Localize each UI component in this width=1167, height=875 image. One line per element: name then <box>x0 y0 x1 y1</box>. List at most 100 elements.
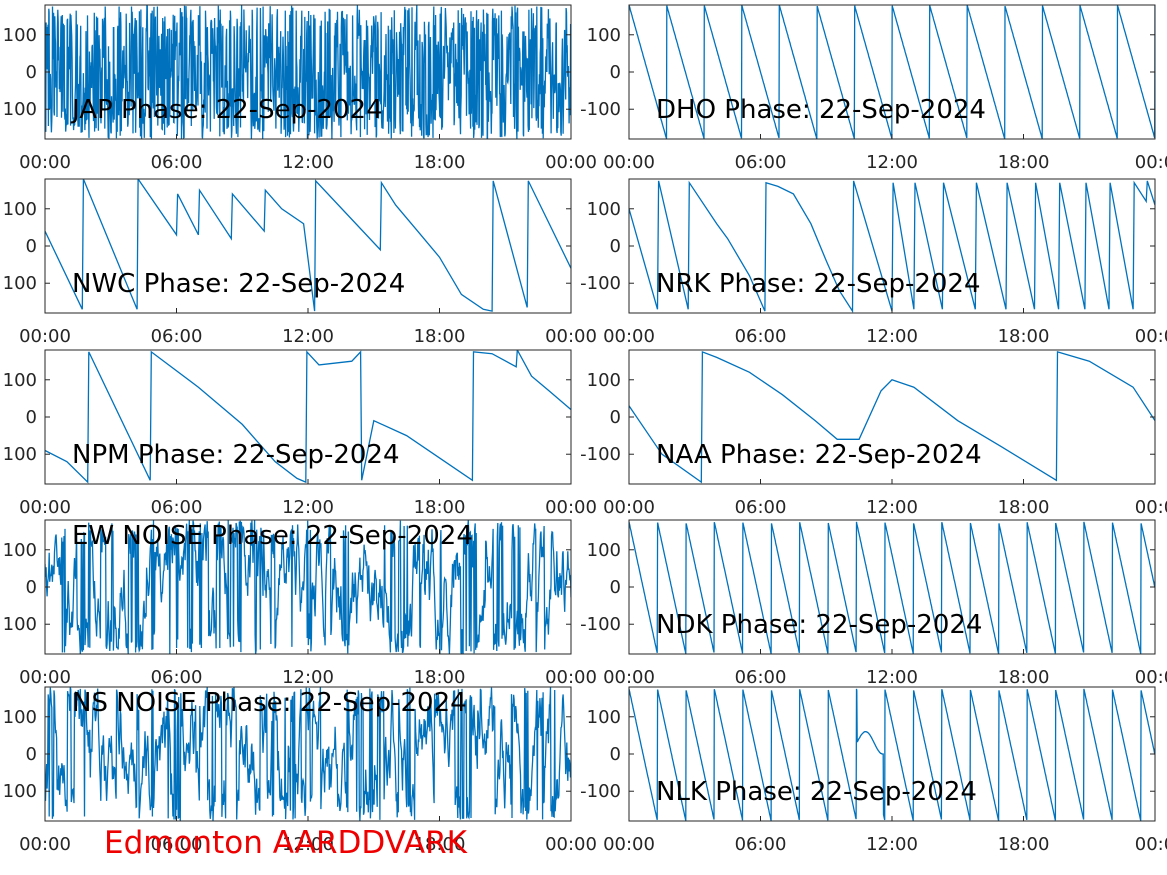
subplot-title: EW NOISE Phase: 22-Sep-2024 <box>72 521 473 551</box>
y-tick-label: 100 <box>3 444 37 465</box>
subplot-10: 100 0 -100 00:00 06:00 12:00 18:00 00:0 NLK Phas… <box>580 686 1167 855</box>
subplot-title: NRK Phase: 22-Sep-2024 <box>656 269 981 299</box>
x-tick-label: 00:00 <box>19 834 71 855</box>
plot-area <box>629 687 1155 821</box>
subplot-8: 100 0 -100 00:00 06:00 12:00 18:00 00:0 NDK Phas… <box>580 519 1167 688</box>
phase-series-line <box>45 179 571 312</box>
phase-series-line <box>45 350 571 484</box>
subplot-title: NPM Phase: 22-Sep-2024 <box>72 440 400 470</box>
x-tick-label: 00:0 <box>1135 834 1167 855</box>
x-tick-label: 00:00 <box>603 326 655 347</box>
x-tick-label: 00:00 <box>545 667 597 688</box>
x-tick-label: 00:00 <box>19 152 71 173</box>
y-tick-label: 0 <box>610 407 621 428</box>
subplot-5: 100 0 100 00:00 06:00 12:00 18:00 00:00 NPM Phas… <box>3 349 597 518</box>
y-tick-label: 100 <box>3 370 37 391</box>
x-tick-label: 06:00 <box>151 667 203 688</box>
subplot-6: 100 0 -100 00:00 06:00 12:00 18:00 00:0 NAA Phas… <box>580 349 1167 518</box>
x-tick-label: 06:00 <box>151 326 203 347</box>
x-tick-label: 12:00 <box>866 834 918 855</box>
y-tick-label: -100 <box>580 614 621 635</box>
phase-series-line <box>45 520 571 654</box>
x-tick-label: 12:00 <box>866 667 918 688</box>
phase-series-line <box>629 5 1155 139</box>
x-tick-label: 18:00 <box>414 834 466 855</box>
plot-area <box>629 350 1155 484</box>
y-tick-label: 0 <box>26 62 37 83</box>
x-tick-label: 18:00 <box>998 152 1050 173</box>
phase-series-line <box>45 5 571 139</box>
subplot-3: 100 0 100 00:00 06:00 12:00 18:00 00:00 NWC Phas… <box>3 178 597 347</box>
y-tick-label: 100 <box>3 199 37 220</box>
y-tick-label: -100 <box>580 273 621 294</box>
x-tick-label: 06:00 <box>151 152 203 173</box>
x-tick-label: 06:00 <box>735 667 787 688</box>
x-tick-label: 00:00 <box>545 326 597 347</box>
y-tick-label: 100 <box>3 273 37 294</box>
x-tick-label: 18:00 <box>414 326 466 347</box>
x-tick-label: 12:00 <box>866 497 918 518</box>
station-caption: Edmonton AARDDVARK <box>104 825 468 861</box>
y-tick-label: 0 <box>26 744 37 765</box>
y-tick-label: 100 <box>587 707 621 728</box>
y-tick-label: 100 <box>587 199 621 220</box>
x-tick-label: 00:00 <box>603 497 655 518</box>
x-tick-label: 12:00 <box>866 326 918 347</box>
phase-series-line <box>629 521 1155 654</box>
x-tick-label: 12:00 <box>282 152 334 173</box>
x-tick-label: 18:00 <box>414 667 466 688</box>
x-tick-label: 06:00 <box>151 497 203 518</box>
subplot-title: NDK Phase: 22-Sep-2024 <box>656 610 982 640</box>
x-tick-label: 00:00 <box>19 497 71 518</box>
x-tick-label: 06:00 <box>735 834 787 855</box>
y-tick-label: -100 <box>580 444 621 465</box>
subplot-9: 100 0 100 00:00 06:00 12:00 18:00 00:00 NS NOISE… <box>3 686 597 855</box>
x-tick-label: 00:00 <box>603 667 655 688</box>
x-tick-label: 18:00 <box>998 497 1050 518</box>
subplot-2: 100 0 -100 00:00 06:00 12:00 18:00 00:0 DHO Phas… <box>580 4 1167 173</box>
y-tick-label: 0 <box>610 236 621 257</box>
x-tick-label: 18:00 <box>998 667 1050 688</box>
subplot-title: JAP Phase: 22-Sep-2024 <box>70 95 383 125</box>
x-tick-label: 12:00 <box>282 667 334 688</box>
subplot-7: 100 0 100 00:00 06:00 12:00 18:00 00:00 EW NOISE… <box>3 519 597 688</box>
x-tick-label: 12:00 <box>282 497 334 518</box>
subplot-title: NLK Phase: 22-Sep-2024 <box>656 777 977 807</box>
x-tick-label: 00:00 <box>603 152 655 173</box>
subplot-title: DHO Phase: 22-Sep-2024 <box>656 95 986 125</box>
x-tick-label: 00:00 <box>603 834 655 855</box>
x-tick-label: 06:00 <box>735 497 787 518</box>
x-tick-label: 12:00 <box>282 326 334 347</box>
y-tick-label: 0 <box>26 236 37 257</box>
x-tick-label: 00:0 <box>1135 326 1167 347</box>
x-tick-label: 18:00 <box>998 834 1050 855</box>
y-tick-label: -100 <box>580 99 621 120</box>
x-tick-label: 06:00 <box>735 152 787 173</box>
y-tick-label: -100 <box>580 781 621 802</box>
y-tick-label: 100 <box>3 707 37 728</box>
phase-series-line <box>45 687 571 821</box>
x-tick-label: 00:00 <box>545 834 597 855</box>
y-tick-label: 100 <box>587 25 621 46</box>
phase-series-line <box>629 350 1155 484</box>
y-tick-label: 100 <box>3 25 37 46</box>
y-tick-label: 100 <box>587 370 621 391</box>
x-tick-label: 18:00 <box>998 326 1050 347</box>
x-tick-label: 00:00 <box>19 326 71 347</box>
phase-series-line <box>629 688 1155 821</box>
x-tick-label: 00:0 <box>1135 497 1167 518</box>
y-tick-label: 100 <box>3 614 37 635</box>
x-tick-label: 12:00 <box>866 152 918 173</box>
x-tick-label: 12:00 <box>282 834 334 855</box>
subplot-1: 100 0 100 00:00 06:00 12:00 18:00 00:00 JAP Phas… <box>3 4 597 173</box>
plot-area <box>45 179 571 313</box>
y-tick-label: 0 <box>610 577 621 598</box>
subplot-4: 100 0 -100 00:00 06:00 12:00 18:00 00:0 NRK Phas… <box>580 178 1167 347</box>
x-tick-label: 06:00 <box>735 326 787 347</box>
subplot-title: NS NOISE Phase: 22-Sep-2024 <box>72 688 467 718</box>
y-tick-label: 100 <box>3 781 37 802</box>
x-tick-label: 00:00 <box>19 667 71 688</box>
x-tick-label: 00:00 <box>545 497 597 518</box>
y-tick-label: 100 <box>3 540 37 561</box>
